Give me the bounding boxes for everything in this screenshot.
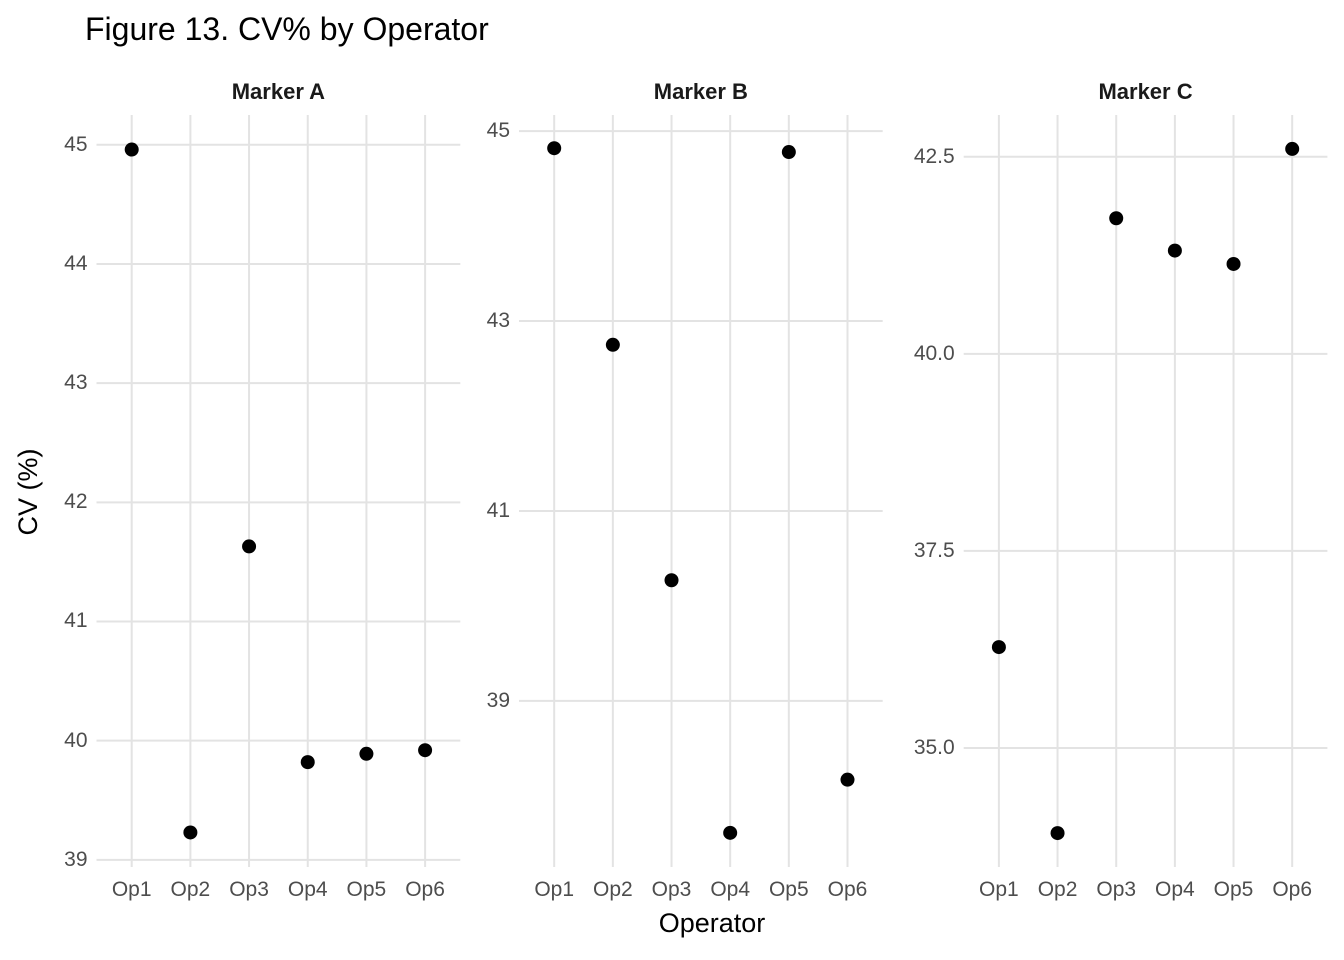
- facet-panel-3: [963, 115, 1328, 867]
- y-tick-label: 42.5: [913, 144, 955, 168]
- y-tick-label: 45: [64, 132, 88, 156]
- data-point: [1050, 826, 1065, 841]
- data-point: [124, 142, 139, 157]
- y-tick-label: 43: [64, 371, 88, 395]
- y-tick-label: 44: [64, 251, 88, 275]
- y-tick-label: 35.0: [913, 735, 955, 759]
- x-tick-label: Op4: [1155, 878, 1195, 901]
- y-tick-label: 41: [64, 609, 88, 633]
- y-tick-label: 42: [64, 490, 88, 514]
- facet-strip-title: Marker B: [653, 79, 748, 104]
- x-tick-label: Op1: [111, 878, 152, 901]
- x-tick-label: Op2: [1037, 878, 1078, 901]
- facet-strip-title: Marker A: [231, 79, 326, 104]
- x-tick-label: Op1: [534, 878, 575, 901]
- data-point: [547, 141, 562, 156]
- data-point: [183, 825, 198, 840]
- data-point: [359, 746, 374, 761]
- facet-panel-2: [519, 115, 883, 867]
- data-point: [605, 337, 620, 352]
- x-tick-label: Op6: [405, 878, 445, 901]
- data-point: [840, 772, 855, 787]
- y-tick-label: 37.5: [913, 538, 955, 562]
- x-tick-label: Op3: [651, 878, 692, 901]
- x-axis-title: Operator: [658, 908, 766, 938]
- x-tick-label: Op2: [592, 878, 633, 901]
- x-tick-label: Op1: [979, 878, 1019, 901]
- figure-title: Figure 13. CV% by Operator: [85, 11, 489, 47]
- facet-panel-1: [96, 115, 461, 867]
- data-point: [723, 825, 738, 840]
- y-tick-label: 41: [486, 498, 510, 522]
- x-tick-label: Op6: [1272, 878, 1313, 901]
- x-tick-label: Op5: [346, 878, 387, 901]
- data-point: [418, 743, 433, 758]
- data-point: [1226, 256, 1241, 271]
- x-tick-label: Op4: [710, 878, 751, 901]
- x-tick-label: Op6: [827, 878, 868, 901]
- y-tick-label: 40.0: [913, 341, 955, 365]
- data-point: [1285, 141, 1300, 156]
- data-point: [664, 573, 679, 588]
- x-tick-label: Op4: [287, 878, 328, 901]
- data-point: [1167, 243, 1182, 258]
- data-point: [242, 539, 257, 554]
- data-point: [1109, 211, 1124, 226]
- y-tick-label: 45: [486, 119, 510, 143]
- data-point: [781, 145, 796, 160]
- facet-strip-title: Marker C: [1098, 79, 1193, 104]
- x-tick-label: Op5: [1213, 878, 1254, 901]
- x-tick-label: Op2: [170, 878, 211, 901]
- x-tick-label: Op5: [768, 878, 809, 901]
- y-tick-label: 39: [64, 847, 88, 871]
- y-tick-label: 40: [64, 728, 88, 752]
- y-tick-label: 39: [486, 688, 510, 712]
- x-tick-label: Op3: [1096, 878, 1137, 901]
- x-tick-label: Op3: [229, 878, 269, 901]
- y-tick-label: 43: [486, 309, 510, 333]
- data-point: [991, 640, 1006, 655]
- data-point: [300, 755, 315, 770]
